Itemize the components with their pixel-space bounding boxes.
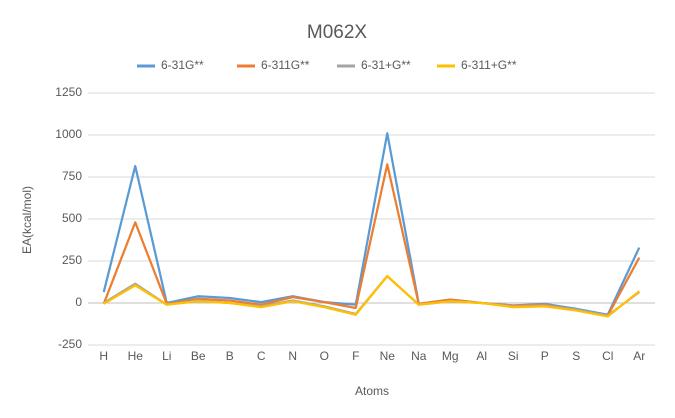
x-tick-label: Be [191,349,206,363]
x-tick-label: B [226,349,234,363]
x-tick-label: Mg [442,349,459,363]
chart-title: M062X [307,22,368,43]
x-tick-label: Cl [602,349,613,363]
x-tick-label: P [541,349,549,363]
y-tick-label: 250 [62,253,82,267]
y-tick-label: 750 [62,169,82,183]
x-tick-label: N [288,349,297,363]
x-tick-label: Na [411,349,427,363]
x-tick-label: He [128,349,144,363]
legend-label: 6-311+G** [461,58,517,72]
x-tick-label: Si [508,349,519,363]
y-axis-title: EA(kcal/mol) [20,186,34,254]
x-tick-label: Li [162,349,171,363]
legend-label: 6-31G** [161,58,204,72]
x-tick-label: H [99,349,108,363]
y-tick-label: 500 [62,211,82,225]
x-tick-label: O [320,349,329,363]
x-axis-title: Atoms [355,384,389,398]
x-tick-label: Ne [380,349,396,363]
legend-label: 6-31+G** [361,58,411,72]
legend-label: 6-311G** [261,58,310,72]
x-tick-label: Al [476,349,487,363]
y-tick-label: 1250 [55,85,82,99]
series-line [103,274,640,318]
x-tick-label: S [572,349,580,363]
x-tick-label: F [352,349,359,363]
y-tick-label: 1000 [55,127,82,141]
x-tick-label: Ar [633,349,645,363]
y-tick-label: 0 [75,295,82,309]
y-tick-label: -250 [58,337,82,351]
x-tick-label: C [257,349,266,363]
